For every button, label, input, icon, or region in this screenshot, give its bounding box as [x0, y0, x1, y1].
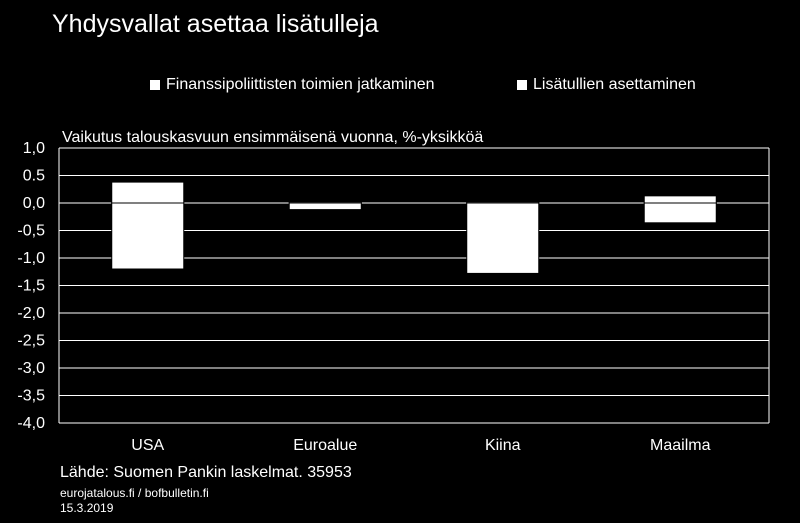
- y-tick-label: -1,5: [17, 278, 45, 295]
- y-tick-label: -0,5: [17, 223, 45, 240]
- y-tick-label: -1,0: [17, 250, 45, 267]
- y-tick-label: -3,5: [17, 388, 45, 405]
- chart-title: Yhdysvallat asettaa lisätulleja: [52, 10, 379, 38]
- bar-tariffs: [466, 202, 540, 274]
- bar-tariffs: [111, 202, 185, 270]
- legend-item-fiscal: Finanssipoliittisten toimien jatkaminen: [150, 76, 435, 94]
- y-tick-label: 0,0: [23, 195, 45, 212]
- legend-label-tariffs: Lisätullien asettaminen: [533, 76, 696, 93]
- x-tick-label: Maailma: [650, 437, 711, 454]
- bar-tariffs: [288, 202, 362, 211]
- x-tick-label: USA: [131, 437, 164, 454]
- source-url: eurojatalous.fi / bofbulletin.fi: [60, 486, 209, 500]
- bar-fiscal: [111, 181, 185, 204]
- chart-subtitle: Vaikutus talouskasvuun ensimmäisenä vuon…: [62, 129, 484, 146]
- y-tick-label: 1,0: [23, 140, 45, 157]
- y-tick-label: -4,0: [17, 415, 45, 432]
- bar-tariffs: [643, 202, 717, 224]
- publication-date: 15.3.2019: [60, 501, 114, 515]
- y-tick-label: 0.5: [23, 168, 45, 185]
- y-tick-label: -2,0: [17, 305, 45, 322]
- x-tick-label: Kiina: [485, 437, 521, 454]
- y-tick-label: -3,0: [17, 360, 45, 377]
- x-tick-label: Euroalue: [293, 437, 357, 454]
- legend-swatch-tariffs: [517, 80, 527, 90]
- source-note: Lähde: Suomen Pankin laskelmat. 35953: [60, 464, 352, 481]
- y-tick-label: -2,5: [17, 333, 45, 350]
- legend-item-tariffs: Lisätullien asettaminen: [517, 76, 696, 94]
- bar-fiscal: [643, 195, 717, 204]
- legend-swatch-fiscal: [150, 80, 160, 90]
- legend-label-fiscal: Finanssipoliittisten toimien jatkaminen: [166, 76, 435, 93]
